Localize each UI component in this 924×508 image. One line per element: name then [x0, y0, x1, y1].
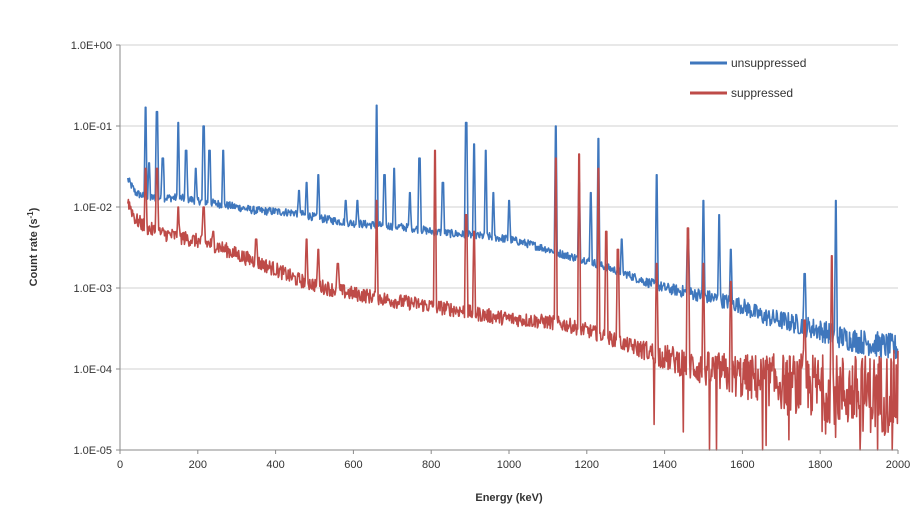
x-tick-label: 200	[189, 459, 207, 471]
y-tick-label: 1.0E-01	[73, 121, 112, 133]
x-tick-label: 1200	[575, 459, 599, 471]
x-ticks: 0 200 400 600 800 1000 1200 1400 1600 1800 2000	[117, 450, 910, 471]
legend-label-unsuppressed: unsuppressed	[731, 56, 806, 70]
x-tick-label: 1400	[652, 459, 676, 471]
series-line-suppressed	[127, 149, 899, 451]
x-tick-label: 800	[422, 459, 440, 471]
y-tick-label: 1.0E-04	[73, 364, 112, 376]
y-tick-label: 1.0E-03	[73, 283, 112, 295]
legend-label-suppressed: suppressed	[731, 86, 793, 100]
y-axis-title-main: Count rate (s	[28, 218, 40, 286]
y-tick-label: 1.0E-05	[73, 445, 112, 457]
x-tick-label: 1800	[808, 459, 832, 471]
x-tick-label: 2000	[886, 459, 910, 471]
series-line-unsuppressed	[127, 104, 899, 360]
x-tick-label: 600	[344, 459, 362, 471]
y-tick-label: 1.0E-02	[73, 202, 112, 214]
x-axis-title: Energy (keV)	[475, 492, 543, 504]
y-axis-title-exponent: -1	[26, 211, 35, 219]
x-tick-label: 1000	[497, 459, 521, 471]
x-tick-label: 1600	[730, 459, 754, 471]
y-axis-title-close: )	[28, 207, 40, 211]
series-layer	[127, 104, 899, 451]
legend: unsuppressed suppressed	[690, 56, 806, 100]
y-ticks: 1.0E+00 1.0E-01 1.0E-02 1.0E-03 1.0E-04 1.0E-…	[71, 40, 120, 457]
y-tick-label: 1.0E+00	[71, 40, 112, 52]
y-axis-title: Count rate (s-1)	[26, 207, 41, 286]
x-tick-label: 0	[117, 459, 123, 471]
x-tick-label: 400	[266, 459, 284, 471]
